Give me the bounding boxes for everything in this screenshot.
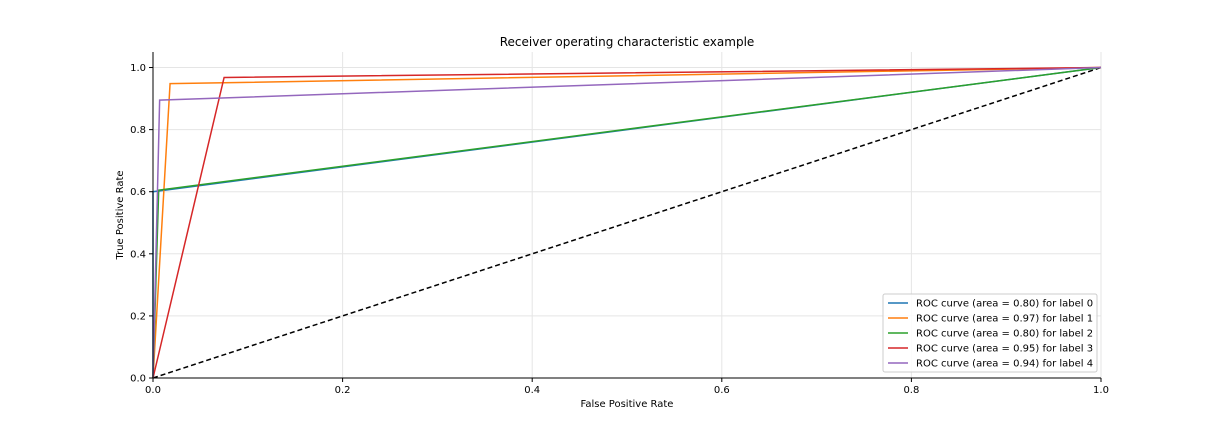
axes [152,52,1101,379]
y-tick-label: 0.6 [130,187,146,198]
chart-title: Receiver operating characteristic exampl… [500,35,755,49]
roc-curve-label-4 [152,66,1102,379]
legend-entry-label-1: ROC curve (area = 0.97) for label 1 [916,314,1093,325]
reference-line-layer [152,66,1102,379]
roc-curve-label-3 [152,66,1102,379]
legend-entry-label-4: ROC curve (area = 0.94) for label 4 [916,359,1093,370]
x-tick-label: 0.6 [714,385,730,396]
ticks: 0.0 0.2 0.4 0.6 0.8 1.0 0.0 0.2 0.4 0.6 0.8 1.0 [130,63,1109,396]
x-tick-label: 1.0 [1093,385,1109,396]
chance-reference-line [152,66,1102,379]
y-tick-label: 1.0 [130,63,146,74]
y-tick-label: 0.2 [130,311,146,322]
y-axis-title: True Positive Rate [115,170,126,260]
x-tick-label: 0.8 [903,385,919,396]
legend-entry-label-3: ROC curve (area = 0.95) for label 3 [916,344,1093,355]
x-axis-title: False Positive Rate [581,399,674,410]
legend-entry-label-2: ROC curve (area = 0.80) for label 2 [916,329,1093,340]
x-tick-label: 0.2 [335,385,351,396]
legend-entry-label-0: ROC curve (area = 0.80) for label 0 [916,299,1093,310]
legend-frame [882,293,1098,373]
y-tick-label: 0.0 [130,374,146,385]
x-tick-label: 0.0 [145,385,161,396]
x-tick-label: 0.4 [524,385,540,396]
y-tick-label: 0.8 [130,125,146,136]
legend: ROC curve (area = 0.80) for label 0 ROC c… [882,293,1098,373]
y-tick-label: 0.4 [130,249,146,260]
roc-curve-label-1 [152,66,1102,379]
